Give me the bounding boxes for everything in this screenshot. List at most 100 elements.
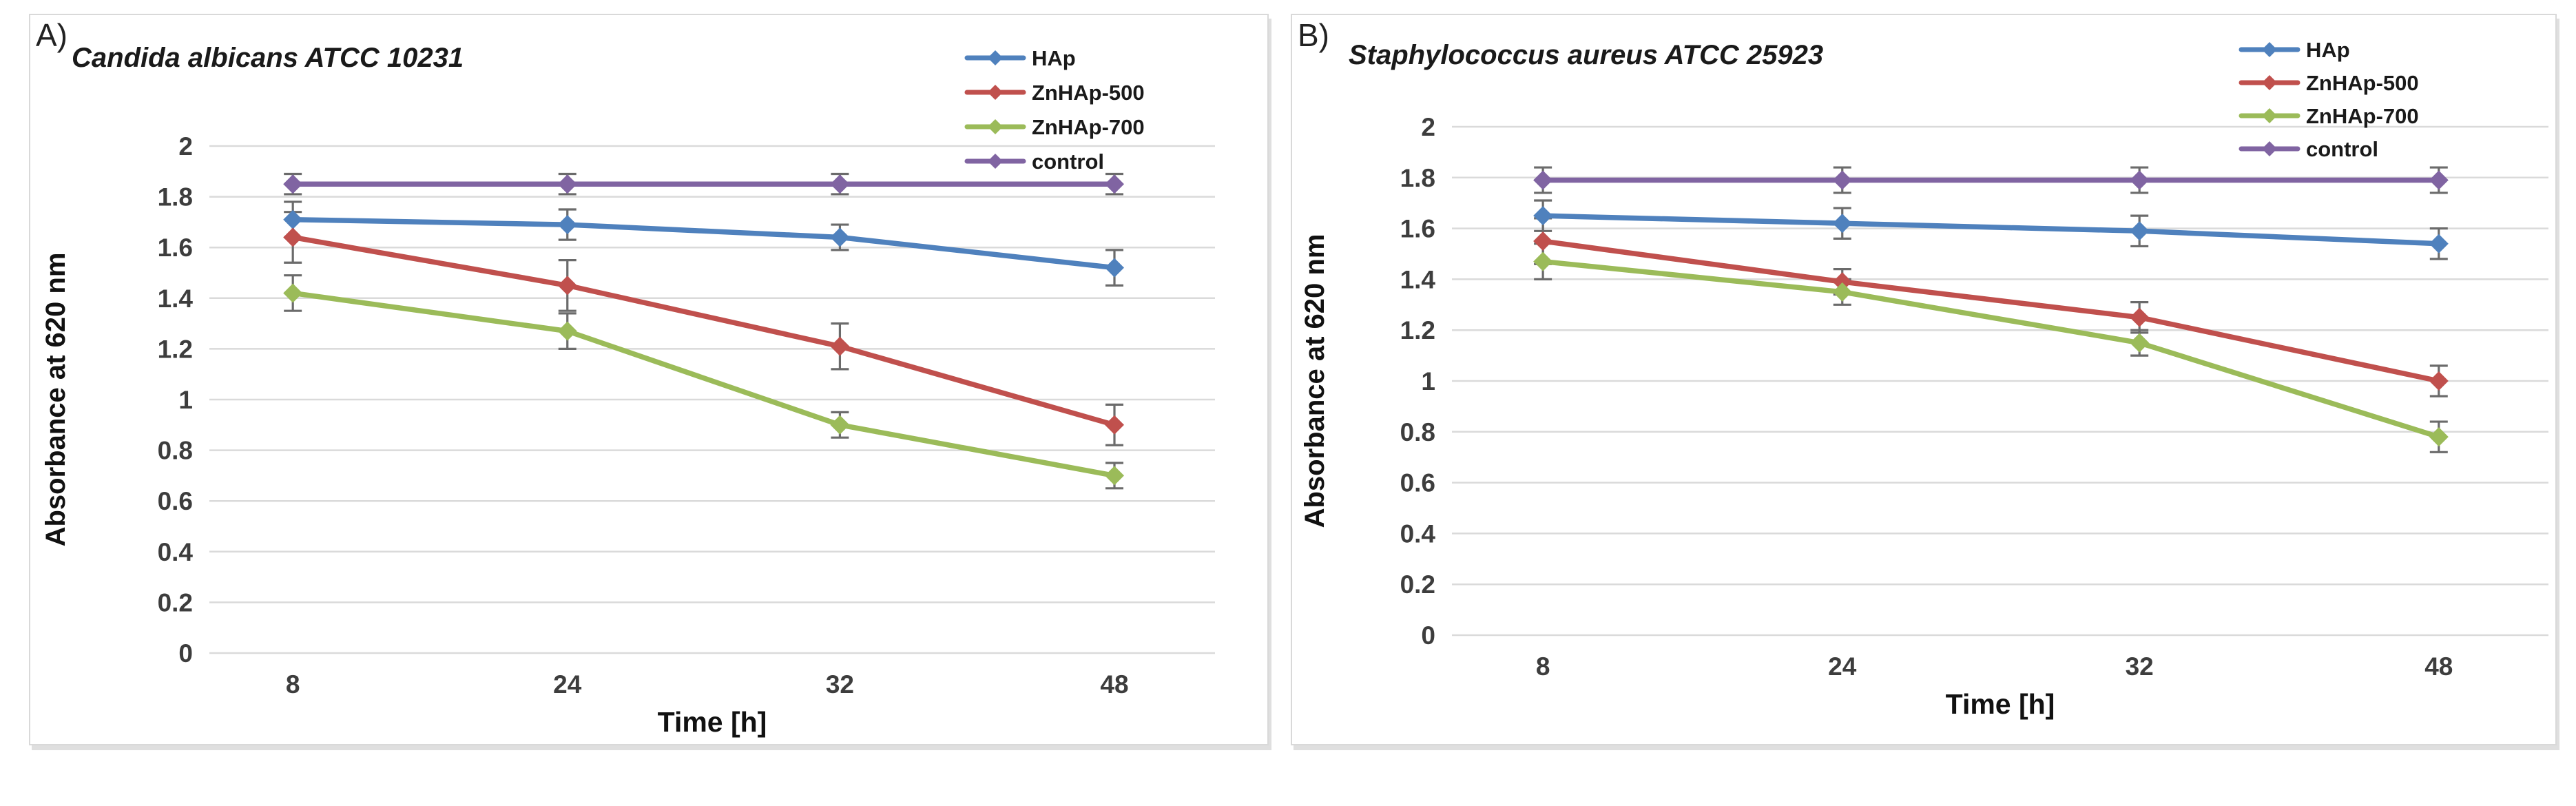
series-line-HAp bbox=[1540, 213, 2442, 247]
y-tick-label: 0.4 bbox=[158, 538, 194, 566]
y-tick-label: 1.2 bbox=[158, 335, 193, 363]
legend-label-ZnHAp-500: ZnHAp-500 bbox=[1032, 81, 1145, 105]
data-point-marker-control bbox=[830, 174, 850, 194]
legend-label-HAp: HAp bbox=[1032, 46, 1076, 70]
data-point-marker-ZnHAp-500 bbox=[557, 276, 577, 296]
legend-marker-ZnHAp-500 bbox=[988, 85, 1003, 100]
data-point-marker-HAp bbox=[283, 209, 303, 229]
y-tick-label: 1 bbox=[1421, 367, 1435, 395]
series-line-ZnHAp-500 bbox=[290, 234, 1117, 428]
legend-label-control: control bbox=[1032, 149, 1104, 174]
x-tick-label: 48 bbox=[1100, 670, 1128, 699]
series-line-HAp bbox=[290, 216, 1117, 271]
x-axis-tick-labels: 8 24 32 48 bbox=[1536, 652, 2453, 681]
data-point-marker-ZnHAp-700 bbox=[2130, 333, 2150, 353]
data-point-marker-HAp bbox=[2429, 234, 2449, 254]
panel-b-plot: 2 1.8 1.6 1.4 1.2 1 0.8 0.6 0.4 0.2 0 8 24 32 48 Time [… bbox=[1300, 38, 2548, 720]
y-tick-label: 2 bbox=[1421, 113, 1435, 141]
y-tick-label: 0.6 bbox=[158, 487, 193, 515]
y-tick-label: 0.8 bbox=[158, 437, 193, 465]
series-ZnHAp-500 bbox=[283, 227, 1124, 435]
legend: HAp ZnHAp-500 ZnHAp-700 control bbox=[964, 46, 1145, 174]
y-tick-label: 1.4 bbox=[158, 285, 194, 313]
panel-a-plot: 2 1.8 1.6 1.4 1.2 1 0.8 0.6 0.4 0.2 0 8 24 32 48 Time [… bbox=[41, 46, 1215, 738]
data-point-marker-ZnHAp-500 bbox=[2429, 371, 2449, 391]
y-tick-label: 1.2 bbox=[1400, 316, 1435, 344]
x-tick-label: 8 bbox=[286, 670, 300, 699]
series-ZnHAp-700 bbox=[1533, 251, 2449, 447]
legend-marker-HAp bbox=[988, 50, 1003, 65]
y-tick-label: 0.6 bbox=[1400, 469, 1435, 497]
data-point-marker-HAp bbox=[1533, 206, 1553, 226]
y-tick-label: 1.8 bbox=[158, 183, 193, 211]
series-line-ZnHAp-700 bbox=[290, 290, 1117, 479]
y-axis-tick-labels: 2 1.8 1.6 1.4 1.2 1 0.8 0.6 0.4 0.2 0 bbox=[158, 132, 194, 668]
x-tick-label: 48 bbox=[2424, 652, 2453, 681]
y-tick-label: 1.6 bbox=[158, 234, 193, 262]
legend-label-HAp: HAp bbox=[2306, 38, 2350, 62]
y-tick-label: 0.8 bbox=[1400, 418, 1435, 446]
data-point-marker-ZnHAp-700 bbox=[1105, 466, 1124, 486]
data-point-marker-ZnHAp-500 bbox=[1533, 231, 1553, 251]
gridlines bbox=[209, 145, 1215, 654]
error-bars bbox=[1534, 166, 2448, 453]
legend-marker-ZnHAp-500 bbox=[2262, 75, 2277, 90]
series-ZnHAp-700 bbox=[283, 283, 1124, 486]
legend: HAp ZnHAp-500 ZnHAp-700 control bbox=[2239, 38, 2419, 161]
x-axis-tick-labels: 8 24 32 48 bbox=[286, 670, 1129, 699]
panel-b: B) Staphylococcus aureus ATCC 25923 2 1.8… bbox=[1291, 14, 2557, 745]
y-tick-label: 0.2 bbox=[1400, 570, 1435, 599]
y-tick-label: 1.8 bbox=[1400, 164, 1435, 192]
data-point-marker-HAp bbox=[1105, 258, 1124, 278]
y-tick-label: 1 bbox=[178, 386, 193, 414]
legend-marker-control bbox=[988, 154, 1003, 169]
series-line-ZnHAp-700 bbox=[1540, 258, 2442, 440]
data-point-marker-control bbox=[1832, 170, 1852, 190]
x-tick-label: 32 bbox=[826, 670, 854, 699]
data-point-marker-HAp bbox=[2130, 221, 2150, 241]
data-point-marker-ZnHAp-700 bbox=[557, 321, 577, 341]
y-tick-label: 2 bbox=[178, 132, 193, 161]
y-tick-label: 1.6 bbox=[1400, 215, 1435, 243]
data-point-marker-ZnHAp-500 bbox=[1832, 272, 1852, 292]
y-axis-title: Absorbance at 620 nm bbox=[41, 253, 71, 547]
y-tick-label: 0 bbox=[1421, 621, 1435, 650]
panel-a-title: Candida albicans ATCC 10231 bbox=[72, 43, 464, 73]
legend-label-ZnHAp-500: ZnHAp-500 bbox=[2306, 71, 2419, 95]
x-axis-title: Time [h] bbox=[658, 706, 767, 738]
data-point-marker-ZnHAp-700 bbox=[830, 415, 850, 435]
panel-a-label: A) bbox=[36, 17, 67, 53]
x-tick-label: 24 bbox=[553, 670, 582, 699]
y-tick-label: 1.4 bbox=[1400, 265, 1436, 293]
y-tick-label: 0.4 bbox=[1400, 519, 1436, 548]
legend-marker-control bbox=[2262, 141, 2277, 156]
series-HAp bbox=[283, 209, 1124, 278]
x-tick-label: 32 bbox=[2126, 652, 2154, 681]
data-point-marker-HAp bbox=[830, 227, 850, 247]
series-HAp bbox=[1533, 206, 2449, 254]
legend-label-ZnHAp-700: ZnHAp-700 bbox=[1032, 115, 1145, 139]
data-point-marker-control bbox=[283, 174, 303, 194]
legend-marker-HAp bbox=[2262, 42, 2277, 57]
y-axis-tick-labels: 2 1.8 1.6 1.4 1.2 1 0.8 0.6 0.4 0.2 0 bbox=[1400, 113, 1436, 650]
data-point-marker-control bbox=[2429, 170, 2449, 190]
data-point-marker-control bbox=[1105, 174, 1124, 194]
legend-marker-ZnHAp-700 bbox=[2262, 108, 2277, 123]
data-point-marker-ZnHAp-700 bbox=[2429, 427, 2449, 447]
data-point-marker-control bbox=[2130, 170, 2150, 190]
panel-b-title: Staphylococcus aureus ATCC 25923 bbox=[1349, 40, 1824, 70]
legend-label-control: control bbox=[2306, 137, 2378, 161]
y-tick-label: 0 bbox=[178, 639, 193, 668]
legend-label-ZnHAp-700: ZnHAp-700 bbox=[2306, 104, 2419, 128]
data-point-marker-ZnHAp-500 bbox=[830, 336, 850, 356]
data-point-marker-ZnHAp-500 bbox=[1105, 415, 1124, 435]
data-point-marker-ZnHAp-500 bbox=[2130, 307, 2150, 327]
data-point-marker-ZnHAp-700 bbox=[283, 283, 303, 303]
x-tick-label: 24 bbox=[1828, 652, 1857, 681]
series-control bbox=[1533, 170, 2449, 190]
data-point-marker-ZnHAp-700 bbox=[1832, 282, 1852, 302]
gridlines bbox=[1452, 125, 2548, 637]
legend-marker-ZnHAp-700 bbox=[988, 119, 1003, 134]
x-tick-label: 8 bbox=[1536, 652, 1550, 681]
